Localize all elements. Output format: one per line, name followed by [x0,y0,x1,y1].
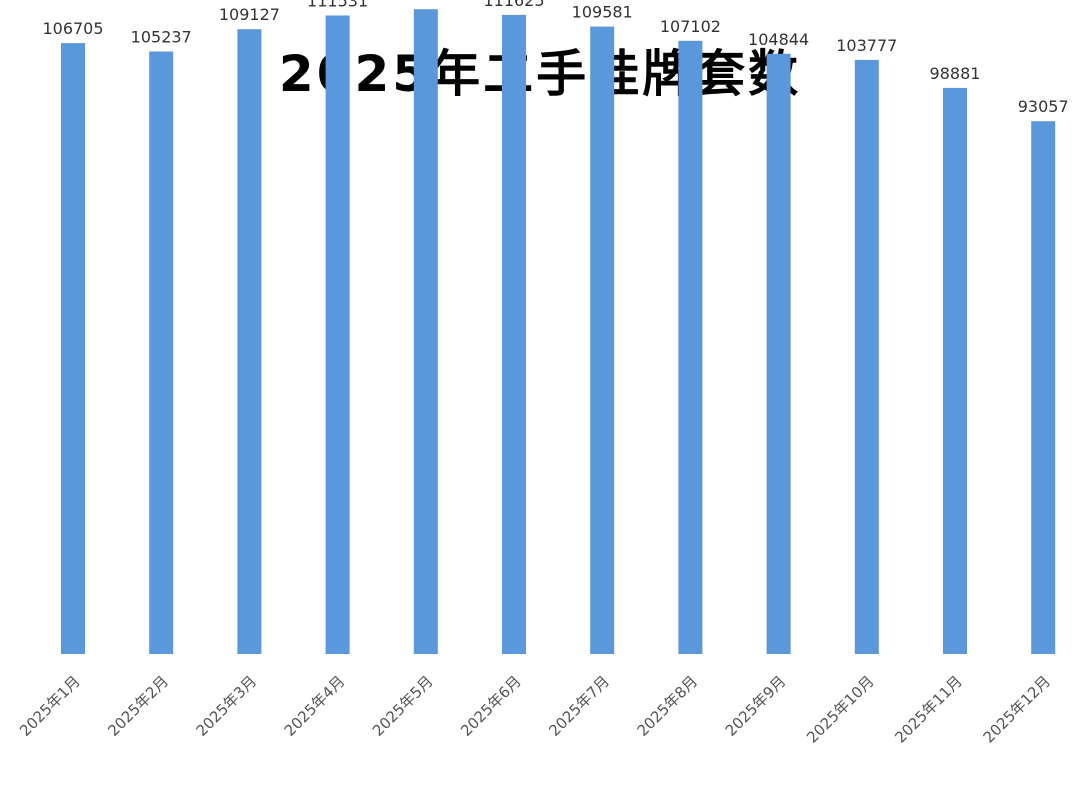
bar-4 [325,15,350,654]
x-tick-label-7: 2025年7月 [545,672,613,740]
bar-6 [502,14,526,654]
data-label-4: 111531 [307,0,368,11]
x-tick-label-2: 2025年2月 [104,672,172,740]
bar-1 [61,43,85,655]
bar-3 [237,29,262,654]
x-tick-label-3: 2025年3月 [193,672,261,740]
data-label-11: 98881 [930,64,981,83]
data-label-6: 111625 [483,0,544,10]
x-tick-label-9: 2025年9月 [722,672,790,740]
bar-7 [590,26,615,655]
data-label-12: 93057 [1018,97,1069,116]
bar-5 [413,9,438,654]
chart-title: 2025年二手挂牌套数 [278,45,802,103]
bar-9 [766,53,791,655]
x-tick-label-10: 2025年10月 [803,672,877,746]
bar-8 [678,40,703,655]
bar-12 [1031,121,1056,654]
data-label-9: 104844 [748,30,809,49]
bar-2 [149,51,174,654]
data-label-3: 109127 [219,5,280,24]
x-tick-label-1: 2025年1月 [16,672,84,740]
data-label-8: 107102 [660,17,721,36]
x-tick-label-11: 2025年11月 [891,672,965,746]
data-label-5: 112634 [395,0,456,4]
x-tick-label-6: 2025年6月 [457,672,525,740]
data-label-7: 109581 [572,3,633,22]
x-tick-label-8: 2025年8月 [634,672,702,740]
x-tick-label-5: 2025年5月 [369,672,437,740]
data-label-10: 103777 [836,36,897,55]
x-tick-label-12: 2025年12月 [980,672,1054,746]
bar-10 [854,59,879,654]
x-tick-label-4: 2025年4月 [281,672,349,740]
data-label-2: 105237 [131,28,192,47]
data-label-1: 106705 [42,19,103,38]
bar-11 [943,87,967,654]
